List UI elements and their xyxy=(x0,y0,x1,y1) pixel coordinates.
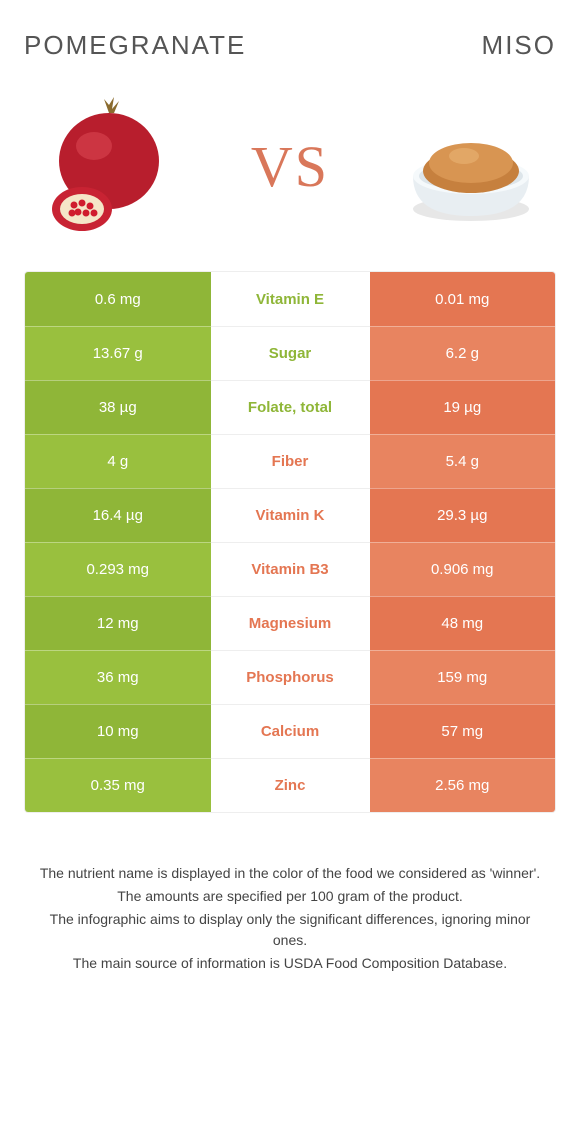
right-value: 48 mg xyxy=(370,596,556,650)
left-value: 4 g xyxy=(25,434,211,488)
nutrient-row: 36 mgPhosphorus159 mg xyxy=(25,650,555,704)
nutrient-label: Zinc xyxy=(211,758,370,812)
right-value: 6.2 g xyxy=(370,326,556,380)
nutrient-row: 4 gFiber5.4 g xyxy=(25,434,555,488)
left-value: 13.67 g xyxy=(25,326,211,380)
nutrient-label: Sugar xyxy=(211,326,370,380)
vs-label: VS xyxy=(251,133,329,200)
nutrient-label: Vitamin E xyxy=(211,272,370,326)
nutrient-row: 0.6 mgVitamin E0.01 mg xyxy=(25,272,555,326)
left-value: 0.6 mg xyxy=(25,272,211,326)
right-value: 57 mg xyxy=(370,704,556,758)
left-value: 12 mg xyxy=(25,596,211,650)
nutrient-row: 12 mgMagnesium48 mg xyxy=(25,596,555,650)
nutrient-label: Folate, total xyxy=(211,380,370,434)
nutrient-table: 0.6 mgVitamin E0.01 mg13.67 gSugar6.2 g3… xyxy=(24,271,556,813)
nutrient-label: Phosphorus xyxy=(211,650,370,704)
right-value: 19 µg xyxy=(370,380,556,434)
nutrient-label: Vitamin B3 xyxy=(211,542,370,596)
left-value: 16.4 µg xyxy=(25,488,211,542)
right-value: 0.906 mg xyxy=(370,542,556,596)
nutrient-row: 10 mgCalcium57 mg xyxy=(25,704,555,758)
footnote-line: The amounts are specified per 100 gram o… xyxy=(34,886,546,907)
right-value: 2.56 mg xyxy=(370,758,556,812)
nutrient-row: 0.293 mgVitamin B30.906 mg xyxy=(25,542,555,596)
right-value: 29.3 µg xyxy=(370,488,556,542)
footnote-line: The nutrient name is displayed in the co… xyxy=(34,863,546,884)
left-value: 36 mg xyxy=(25,650,211,704)
infographic-container: POMEGRANATE MISO VS xyxy=(0,0,580,996)
nutrient-label: Fiber xyxy=(211,434,370,488)
nutrient-row: 13.67 gSugar6.2 g xyxy=(25,326,555,380)
right-value: 0.01 mg xyxy=(370,272,556,326)
pomegranate-image xyxy=(34,91,184,241)
footnote-line: The infographic aims to display only the… xyxy=(34,909,546,951)
left-value: 38 µg xyxy=(25,380,211,434)
nutrient-row: 16.4 µgVitamin K29.3 µg xyxy=(25,488,555,542)
right-value: 5.4 g xyxy=(370,434,556,488)
right-food-title: MISO xyxy=(482,30,556,61)
nutrient-row: 38 µgFolate, total19 µg xyxy=(25,380,555,434)
nutrient-row: 0.35 mgZinc2.56 mg xyxy=(25,758,555,812)
right-value: 159 mg xyxy=(370,650,556,704)
left-food-title: POMEGRANATE xyxy=(24,30,246,61)
nutrient-label: Vitamin K xyxy=(211,488,370,542)
left-value: 0.35 mg xyxy=(25,758,211,812)
title-row: POMEGRANATE MISO xyxy=(24,20,556,81)
vs-row: VS xyxy=(24,81,556,271)
footnote-line: The main source of information is USDA F… xyxy=(34,953,546,974)
nutrient-label: Magnesium xyxy=(211,596,370,650)
left-value: 10 mg xyxy=(25,704,211,758)
nutrient-label: Calcium xyxy=(211,704,370,758)
left-value: 0.293 mg xyxy=(25,542,211,596)
footnotes: The nutrient name is displayed in the co… xyxy=(24,813,556,974)
miso-image xyxy=(396,91,546,241)
